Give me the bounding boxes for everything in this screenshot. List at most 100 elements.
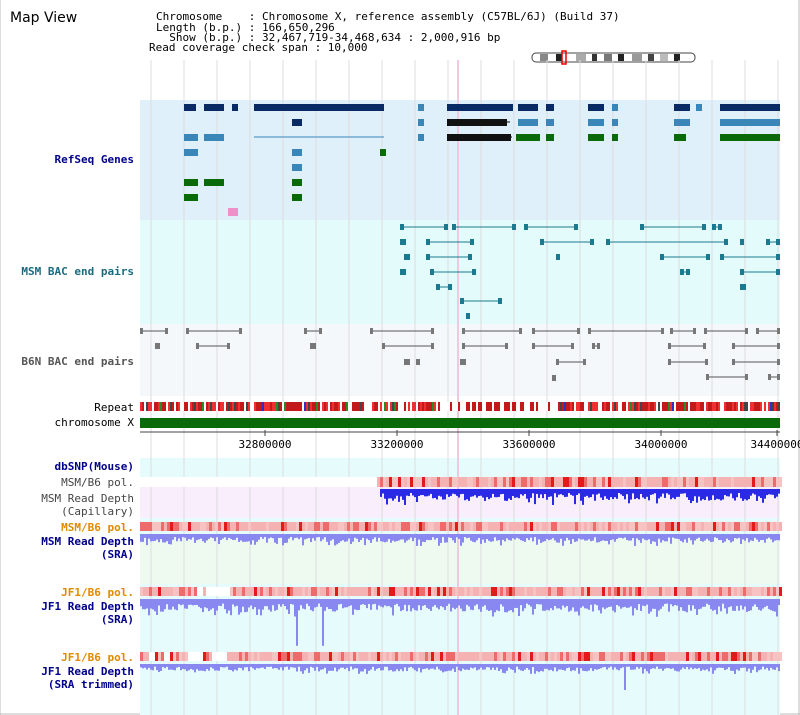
- polymorphism-cell: [752, 522, 755, 531]
- track-label-b6n-bac[interactable]: B6N BAC end pairs: [21, 355, 134, 368]
- read-depth-bar: [728, 664, 730, 668]
- track-label-refseq[interactable]: RefSeq Genes: [54, 153, 134, 166]
- polymorphism-cell: [713, 522, 716, 531]
- read-depth-bar: [620, 664, 622, 669]
- polymorphism-cell: [275, 587, 278, 596]
- read-depth-bar: [346, 599, 348, 608]
- polymorphism-cell: [701, 652, 704, 661]
- read-depth-bar: [636, 664, 638, 667]
- polymorphism-cell: [203, 652, 206, 661]
- refseq-gene: [588, 134, 604, 141]
- read-depth-bar: [292, 664, 294, 668]
- read-depth-bar: [574, 489, 576, 505]
- read-depth-bar: [756, 534, 758, 540]
- read-depth-bar: [708, 489, 710, 501]
- polymorphism-cell: [176, 652, 179, 661]
- polymorphism-cell: [491, 477, 494, 487]
- polymorphism-cell: [461, 477, 464, 487]
- polymorphism-cell: [734, 652, 737, 661]
- track-label-msm-bac[interactable]: MSM BAC end pairs: [21, 265, 134, 278]
- read-depth-bar: [666, 599, 668, 604]
- read-depth-bar: [310, 534, 312, 543]
- polymorphism-cell: [164, 522, 167, 531]
- read-depth-bar: [440, 534, 442, 543]
- polymorphism-cell: [464, 652, 467, 661]
- read-depth-bar: [682, 664, 684, 668]
- read-depth-bar: [672, 664, 674, 669]
- read-depth-bar: [170, 599, 172, 610]
- read-depth-bar: [470, 489, 472, 497]
- polymorphism-cell: [203, 522, 206, 531]
- repeat-element: [346, 402, 348, 411]
- read-depth-bar: [202, 534, 204, 542]
- read-depth-bar: [468, 534, 470, 538]
- read-depth-bar: [426, 664, 428, 669]
- read-depth-bar: [532, 664, 534, 668]
- read-depth-bar: [434, 489, 436, 498]
- polymorphism-cell: [674, 652, 677, 661]
- repeat-element: [302, 402, 304, 411]
- track-label-dbsnp[interactable]: dbSNP(Mouse): [54, 460, 134, 473]
- repeat-element: [454, 402, 456, 411]
- polymorphism-cell: [206, 652, 209, 661]
- polymorphism-cell: [752, 587, 755, 596]
- repeat-element: [544, 402, 546, 411]
- polymorphism-cell: [386, 522, 389, 531]
- read-depth-bar: [216, 664, 218, 671]
- read-depth-bar: [228, 664, 230, 670]
- read-depth-bar: [146, 534, 148, 546]
- read-depth-bar: [768, 599, 770, 610]
- read-depth-bar: [760, 664, 762, 670]
- track-label-msm-depth-cap: MSM Read Depth: [41, 492, 134, 505]
- polymorphism-cell: [719, 587, 722, 596]
- polymorphism-cell: [452, 477, 455, 487]
- read-depth-bar: [700, 664, 702, 671]
- polymorphism-cell: [350, 477, 353, 487]
- repeat-element: [524, 402, 526, 411]
- polymorphism-cell: [422, 587, 425, 596]
- polymorphism-cell: [212, 477, 215, 487]
- read-depth-bar: [222, 599, 224, 604]
- read-depth-bar: [248, 664, 250, 672]
- b6n-bac-end: [505, 343, 508, 349]
- read-depth-bar: [776, 489, 778, 497]
- polymorphism-cell: [755, 652, 758, 661]
- b6n-bac-end: [519, 328, 522, 334]
- read-depth-bar: [164, 534, 166, 543]
- msm-bac-end: [574, 224, 578, 230]
- polymorphism-cell: [659, 587, 662, 596]
- polymorphism-cell: [251, 522, 254, 531]
- polymorphism-cell: [356, 477, 359, 487]
- read-depth-bar: [714, 599, 716, 610]
- repeat-element: [748, 402, 750, 411]
- read-depth-bar: [756, 489, 758, 501]
- read-depth-bar: [598, 599, 600, 611]
- read-depth-bar: [244, 534, 246, 542]
- read-depth-bar: [156, 534, 158, 540]
- polymorphism-cell: [170, 652, 173, 661]
- read-depth-bar: [622, 599, 624, 608]
- read-depth-bar: [584, 599, 586, 609]
- polymorphism-cell: [428, 477, 431, 487]
- refseq-gene: [418, 104, 424, 111]
- read-depth-bar: [670, 489, 672, 500]
- read-depth-bar: [364, 534, 366, 546]
- polymorphism-cell: [374, 652, 377, 661]
- read-depth-bar: [550, 599, 552, 609]
- repeat-element: [410, 402, 412, 411]
- read-depth-bar: [758, 664, 760, 671]
- read-depth-bar: [726, 534, 728, 539]
- read-depth-bar: [254, 599, 256, 608]
- polymorphism-cell: [455, 522, 458, 531]
- polymorphism-cell: [506, 522, 509, 531]
- polymorphism-cell: [314, 477, 317, 487]
- polymorphism-cell: [242, 477, 245, 487]
- read-depth-bar: [254, 664, 256, 670]
- read-depth-bar: [204, 534, 206, 543]
- read-depth-bar: [298, 599, 300, 611]
- track-label-msm-pol-sra: MSM/B6 pol.: [61, 521, 134, 534]
- polymorphism-cell: [221, 587, 224, 596]
- read-depth-bar: [316, 664, 318, 667]
- polymorphism-cell: [440, 652, 443, 661]
